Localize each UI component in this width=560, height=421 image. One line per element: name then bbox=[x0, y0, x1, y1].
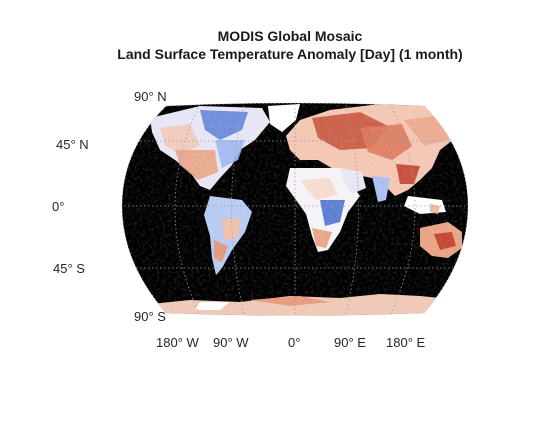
map-title: MODIS Global Mosaic bbox=[217, 28, 363, 44]
lon-label-180w: 180° W bbox=[156, 335, 199, 350]
globe-outline bbox=[121, 102, 469, 316]
lon-label-0: 0° bbox=[288, 335, 301, 350]
lat-label-90s: 90° S bbox=[134, 309, 166, 324]
lat-label-0: 0° bbox=[52, 199, 65, 214]
lon-label-90e: 90° E bbox=[334, 335, 366, 350]
lat-label-45n: 45° N bbox=[56, 137, 89, 152]
lat-label-90n: 90° N bbox=[134, 89, 167, 104]
graticule bbox=[122, 103, 468, 316]
lat-label-45s: 45° S bbox=[53, 261, 85, 276]
lon-label-90w: 90° W bbox=[213, 335, 249, 350]
lon-label-180e: 180° E bbox=[386, 335, 426, 350]
land-anomaly-layer bbox=[122, 103, 468, 316]
map-subtitle: Land Surface Temperature Anomaly [Day] (… bbox=[117, 46, 463, 62]
